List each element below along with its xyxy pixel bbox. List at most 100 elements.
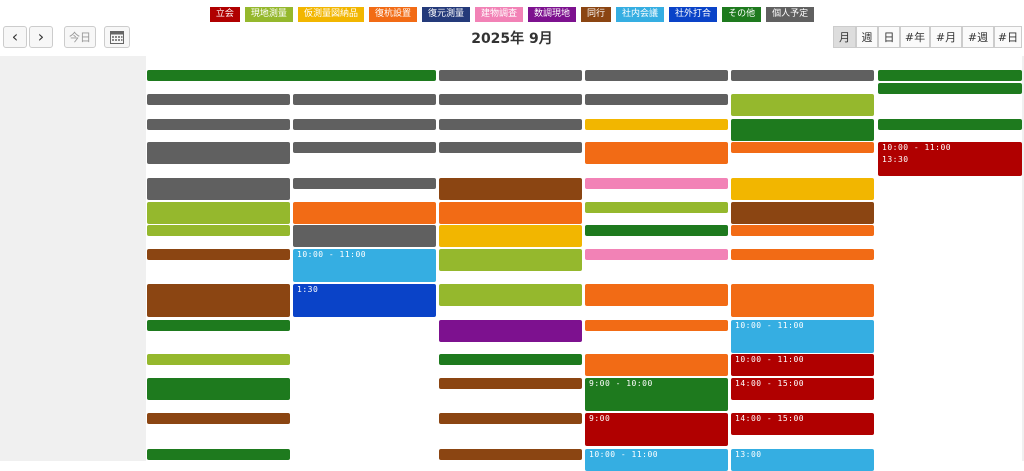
legend-item: 数調現地 [528,7,577,22]
prev-month-button[interactable]: ‹ [3,26,27,48]
view-button[interactable]: #週 [962,26,994,48]
calendar-event[interactable] [585,225,728,236]
calendar-event[interactable] [439,320,582,342]
calendar-event[interactable] [147,225,290,236]
calendar-event[interactable] [147,449,290,460]
legend-item: 個人予定 [766,7,815,22]
calendar-event[interactable]: 14:00 - 15:00 [731,413,874,435]
calendar-event[interactable] [147,70,436,81]
calendar-event[interactable] [731,94,874,116]
calendar-event[interactable] [878,119,1022,130]
event-time: 10:00 - 11:00 [882,143,952,152]
calendar-event[interactable] [439,354,582,365]
calendar-event[interactable] [439,413,582,424]
event-time: 10:00 - 11:00 [735,355,805,364]
calendar-event[interactable] [147,413,290,424]
calendar-event[interactable] [147,202,290,224]
calendar-event[interactable] [439,225,582,247]
calendar-event[interactable] [147,354,290,365]
view-button[interactable]: #年 [900,26,930,48]
calendar-event[interactable] [878,70,1022,81]
calendar-event[interactable]: 10:00 - 11:00 [585,449,728,471]
calendar-event[interactable] [293,202,436,224]
calendar-event[interactable] [439,70,582,81]
event-time: 9:00 [589,414,611,423]
next-month-button[interactable]: › [29,26,53,48]
event-time: 14:00 - 15:00 [735,379,805,388]
calendar-event[interactable] [439,284,582,306]
calendar-event[interactable] [293,225,436,247]
calendar-grid: 10:00 - 11:00 13:30 10:00 - 11:00 1:30 10:00… [146,56,1022,471]
calendar-event[interactable] [731,119,874,141]
calendar-event[interactable] [731,142,874,153]
calendar-icon [110,31,124,44]
calendar-event[interactable] [731,178,874,200]
calendar-event[interactable]: 13:00 [731,449,874,471]
calendar-event[interactable] [731,249,874,260]
calendar-event[interactable] [439,449,582,460]
event-time: 1:30 [297,285,319,294]
calendar-event[interactable] [731,202,874,224]
view-button[interactable]: #月 [930,26,962,48]
calendar-event[interactable] [439,142,582,153]
calendar-event[interactable] [439,94,582,105]
legend-item: 立会 [209,7,240,22]
view-button[interactable]: 日 [878,26,900,48]
calendar-event[interactable] [439,249,582,271]
calendar-event[interactable] [439,119,582,130]
calendar-event[interactable]: 14:00 - 15:00 [731,378,874,400]
view-button[interactable]: 週 [856,26,878,48]
calendar-event[interactable] [731,225,874,236]
calendar-event[interactable] [293,119,436,130]
calendar-toolbar: ‹ › 今日 2025年 9月 月週日 #年 #月 #週 #日 [0,26,1024,50]
calendar-event[interactable] [293,142,436,153]
calendar-event[interactable] [585,119,728,130]
calendar-event[interactable] [585,70,728,81]
calendar-event[interactable]: 9:00 [585,413,728,446]
legend-item: 復元測量 [421,7,470,22]
calendar-event[interactable]: 10:00 - 11:00 [731,354,874,376]
calendar-event[interactable] [585,249,728,260]
right-margin [1022,56,1024,461]
legend-item: 建物調査 [474,7,523,22]
calendar-event[interactable]: 1:30 [293,284,436,317]
calendar-event[interactable] [147,284,290,317]
calendar-event[interactable] [147,378,290,400]
event-time: 9:00 - 10:00 [589,379,653,388]
calendar-event[interactable] [585,178,728,189]
calendar-event[interactable] [585,320,728,331]
calendar-event[interactable]: 13:30 [878,154,1022,176]
calendar-event[interactable] [585,94,728,105]
calendar-event[interactable] [293,94,436,105]
today-label: 今日 [69,31,91,44]
calendar-event[interactable] [585,142,728,164]
category-legend: 立会 現地測量 仮測量図納品 復杭設置 復元測量 建物調査 数調現地 同行 社内会議 社外打合 その… [0,7,1024,23]
calendar-event[interactable] [878,83,1022,94]
legend-item: 社外打合 [669,7,718,22]
calendar-event[interactable] [439,178,582,200]
date-picker-button[interactable] [104,26,130,48]
calendar-event[interactable] [147,94,290,105]
calendar-event[interactable] [439,378,582,389]
calendar-event[interactable] [147,142,290,164]
legend-item: 現地測量 [244,7,293,22]
view-button[interactable]: 月 [833,26,856,48]
calendar-event[interactable] [585,202,728,213]
legend-item: その他 [722,7,762,22]
calendar-event[interactable] [731,284,874,317]
calendar-event[interactable] [439,202,582,224]
calendar-event[interactable] [585,284,728,306]
calendar-event[interactable]: 10:00 - 11:00 [293,249,436,282]
calendar-event[interactable]: 10:00 - 11:00 [731,320,874,353]
calendar-event[interactable] [147,320,290,331]
today-button[interactable]: 今日 [64,26,96,48]
calendar-event[interactable] [147,119,290,130]
calendar-event[interactable] [293,178,436,189]
calendar-event[interactable] [585,354,728,376]
view-button[interactable]: #日 [994,26,1022,48]
calendar-event[interactable] [147,249,290,260]
calendar-event[interactable] [731,70,874,81]
calendar-event[interactable] [147,178,290,200]
calendar-event[interactable]: 9:00 - 10:00 [585,378,728,411]
left-margin-panel [0,56,146,461]
